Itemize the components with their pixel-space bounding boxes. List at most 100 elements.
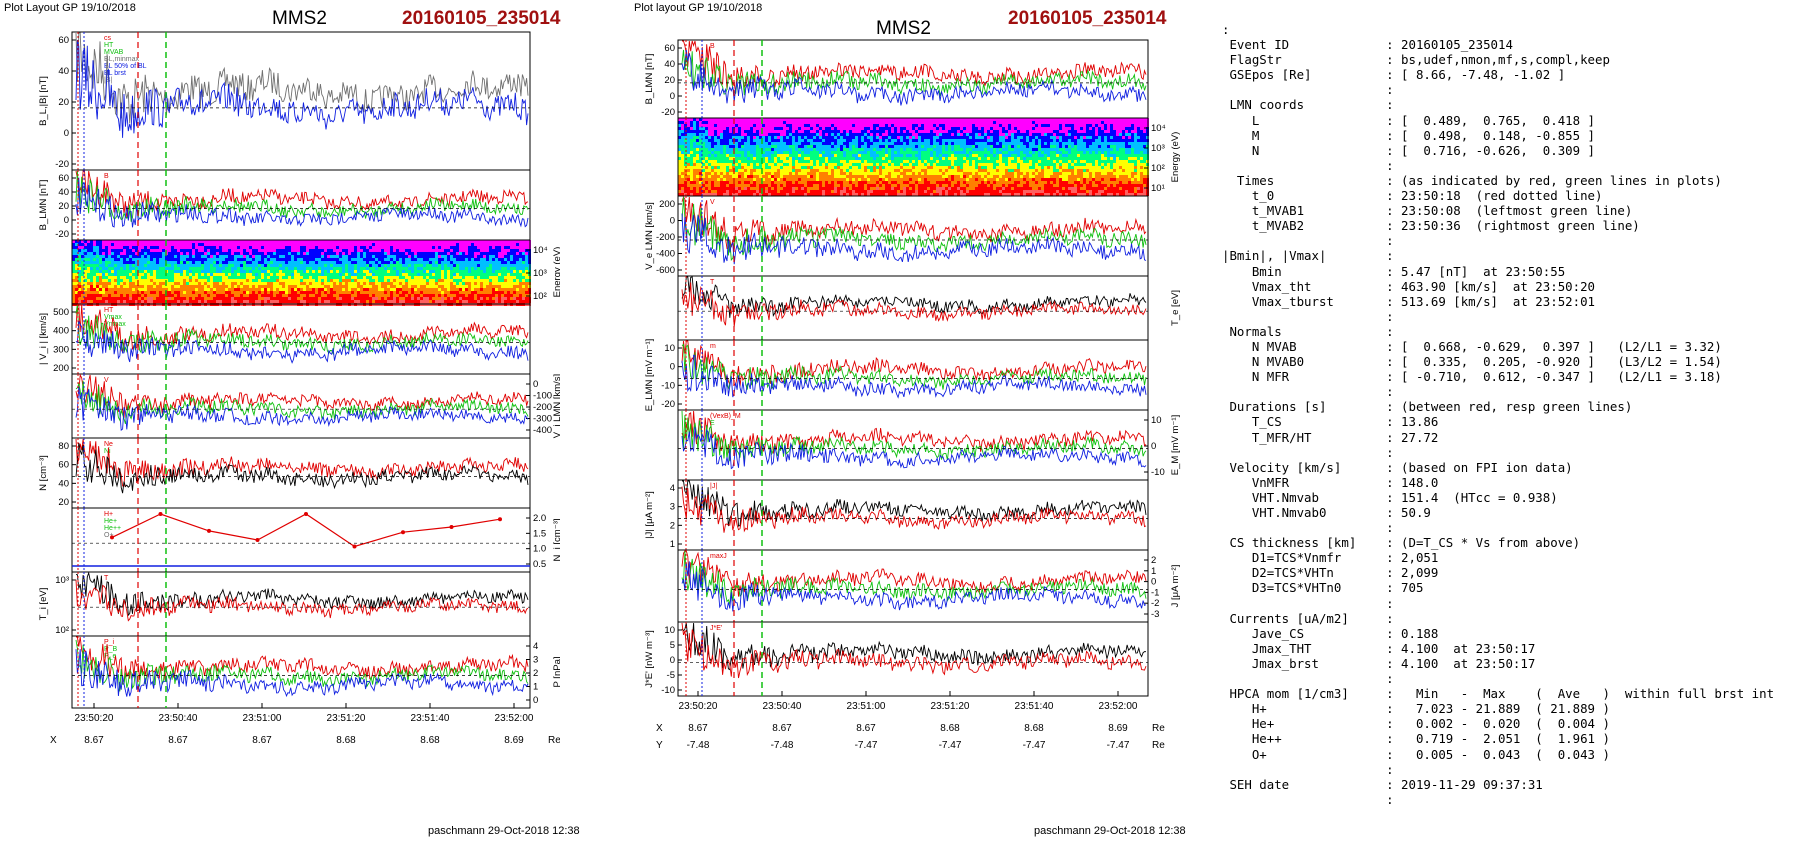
left-spectrogram-cell <box>180 279 183 282</box>
mid-spectrogram-cell <box>819 118 822 121</box>
mid-spectrogram-cell <box>741 124 744 127</box>
left-spectrogram-cell <box>471 297 474 300</box>
mid-spectrogram-cell <box>798 136 801 139</box>
left-spectrogram-cell <box>456 249 459 252</box>
left-spectrogram-cell <box>279 282 282 285</box>
left-spectrogram-cell <box>360 252 363 255</box>
left-spectrogram-cell <box>165 258 168 261</box>
mid-spectrogram-cell <box>774 172 777 175</box>
left-spectrogram-cell <box>498 285 501 288</box>
left-spectrogram-cell <box>360 297 363 300</box>
left-spectrogram-cell <box>468 276 471 279</box>
left-spectrogram-cell <box>411 267 414 270</box>
left-spectrogram-cell <box>102 264 105 267</box>
mid-spectrogram-cell <box>765 178 768 181</box>
left-spectrogram-cell <box>462 300 465 303</box>
left-spectrogram-cell <box>165 297 168 300</box>
left-spectrogram-cell <box>282 288 285 291</box>
left-spectrogram-cell <box>87 264 90 267</box>
mid-spectrogram-cell <box>744 118 747 121</box>
left-spectrogram-cell <box>234 273 237 276</box>
left-spectrogram-cell <box>294 291 297 294</box>
mid-spectrogram-cell <box>714 157 717 160</box>
mid-spectrogram-cell <box>687 175 690 178</box>
mid-spectrogram-cell <box>819 154 822 157</box>
left-spectrogram-cell <box>225 288 228 291</box>
left-spectrogram-cell <box>195 270 198 273</box>
left-spectrogram-cell <box>396 249 399 252</box>
left-spectrogram-cell <box>120 243 123 246</box>
left-spectrogram-cell <box>327 279 330 282</box>
left-spectrogram-cell <box>159 291 162 294</box>
left-spectrogram-cell <box>396 276 399 279</box>
left-spectrogram-cell <box>282 276 285 279</box>
mid-spectrogram-cell <box>783 130 786 133</box>
left-spectrogram-cell <box>372 276 375 279</box>
mid-spectrogram-cell <box>744 178 747 181</box>
left-spectrogram-cell <box>207 249 210 252</box>
left-spectrogram-cell <box>204 276 207 279</box>
left-spectrogram-cell <box>345 261 348 264</box>
left-spectrogram-cell <box>402 279 405 282</box>
left-spectrogram-cell <box>525 261 528 264</box>
left-spectrogram-cell <box>417 282 420 285</box>
mid-spectrogram-cell <box>696 148 699 151</box>
left-spectrogram-cell <box>219 255 222 258</box>
left-spectrogram-cell <box>483 249 486 252</box>
left-spectrogram-cell <box>495 273 498 276</box>
left-spectrogram-cell <box>186 291 189 294</box>
mid-spectrogram-cell <box>810 163 813 166</box>
left-spectrogram-cell <box>438 258 441 261</box>
left-spectrogram-cell <box>162 249 165 252</box>
left-spectrogram-cell <box>372 273 375 276</box>
left-spectrogram-cell <box>138 273 141 276</box>
mid-spectrogram-cell <box>717 178 720 181</box>
mid-spectrogram-cell <box>753 187 756 190</box>
left-spectrogram-cell <box>285 276 288 279</box>
mid-spectrogram-cell <box>816 160 819 163</box>
left-spectrogram-cell <box>483 285 486 288</box>
left-spectrogram-cell <box>360 249 363 252</box>
mid-spectrogram-cell <box>795 163 798 166</box>
left-spectrogram-cell <box>516 243 519 246</box>
mid-spectrogram-cell <box>816 130 819 133</box>
left-spectrogram-cell <box>519 300 522 303</box>
mid-spectrogram-cell <box>717 169 720 172</box>
mid-spectrogram-cell <box>735 142 738 145</box>
left-spectrogram-cell <box>87 294 90 297</box>
left-spectrogram-cell <box>441 246 444 249</box>
left-xtick-label: 23:50:40 <box>159 713 198 724</box>
left-spectrogram-cell <box>192 276 195 279</box>
left-spectrogram-cell <box>495 276 498 279</box>
left-spectrogram-cell <box>396 288 399 291</box>
left-spectrogram-cell <box>456 264 459 267</box>
left-spectrogram-cell <box>345 246 348 249</box>
left-spectrogram-cell <box>81 294 84 297</box>
left-spectrogram-cell <box>123 261 126 264</box>
mid-spectrogram-cell <box>708 151 711 154</box>
mid-spectrogram-cell <box>720 184 723 187</box>
mid-spectrogram-cell <box>789 181 792 184</box>
mid-spectrogram-cell <box>702 127 705 130</box>
left-spectrogram-cell <box>324 285 327 288</box>
mid-spectrogram-cell <box>705 184 708 187</box>
left-spectrogram-cell <box>105 285 108 288</box>
left-spectrogram-cell <box>222 264 225 267</box>
mid-spectrogram-cell <box>810 187 813 190</box>
left-spectrogram-cell <box>120 288 123 291</box>
left-spectrogram-cell <box>261 252 264 255</box>
left-spectrogram-cell <box>384 261 387 264</box>
mid-spectrogram-cell <box>723 163 726 166</box>
mid-spectrogram-cell <box>828 148 831 151</box>
mid-spectrogram-cell <box>780 178 783 181</box>
left-spectrogram-cell <box>369 297 372 300</box>
left-spectrogram-cell <box>279 255 282 258</box>
left-spectrogram-cell <box>375 291 378 294</box>
mid-spectrogram-cell <box>705 124 708 127</box>
mid-spectrogram-cell <box>699 154 702 157</box>
left-spectrogram-cell <box>393 285 396 288</box>
mid-spectrogram-cell <box>717 142 720 145</box>
left-spectrogram-cell <box>513 294 516 297</box>
mid-spectrogram-cell <box>831 142 834 145</box>
mid-spectrogram-cell <box>696 187 699 190</box>
